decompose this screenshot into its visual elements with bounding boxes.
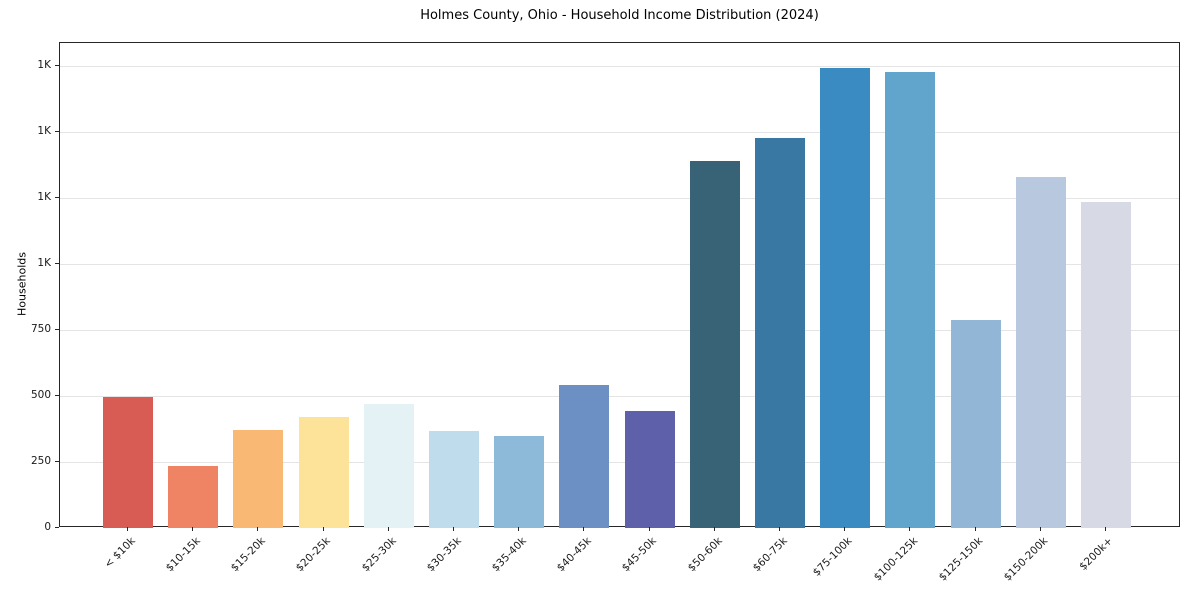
x-tick-label: $200k+: [1077, 535, 1116, 573]
gridline: [60, 395, 1179, 397]
y-tick-label: 500: [30, 388, 51, 401]
bar-$25-30k: [363, 403, 414, 528]
y-tick-mark: [55, 328, 59, 330]
x-tick-label: $40-45k: [554, 535, 594, 575]
y-tick-label: 1K: [37, 124, 51, 137]
bar-$100-125k: [885, 72, 936, 528]
x-tick-mark: [257, 527, 259, 531]
gridline: [60, 131, 1179, 133]
bar-< $10k: [103, 396, 153, 528]
gridline: [60, 263, 1179, 265]
y-tick-mark: [55, 460, 59, 462]
x-tick-mark: [1105, 527, 1106, 531]
x-tick-label: < $10k: [101, 535, 138, 571]
x-tick-mark: [322, 527, 324, 531]
gridline: [60, 197, 1179, 199]
bar-$75-100k: [820, 68, 871, 528]
x-tick-mark: [192, 527, 194, 531]
bar-$30-35k: [429, 430, 479, 528]
x-tick-label: $100-125k: [871, 535, 920, 584]
x-tick-mark: [518, 527, 520, 531]
x-tick-label: $150-200k: [1001, 535, 1051, 584]
x-tick-label: $75-100k: [810, 535, 855, 579]
x-tick-label: $15-20k: [228, 535, 268, 575]
y-tick-mark: [55, 527, 59, 528]
plot-area: [59, 42, 1180, 528]
y-tick-label: 1K: [37, 256, 51, 269]
bar-$20-25k: [298, 417, 349, 528]
chart-title: Holmes County, Ohio - Household Income D…: [420, 8, 819, 23]
x-tick-mark: [583, 527, 585, 531]
x-tick-label: $10-15k: [163, 535, 203, 575]
bar-$200k+: [1081, 202, 1131, 528]
bar-$45-50k: [624, 410, 675, 528]
bar-$40-45k: [559, 384, 610, 528]
bar-$50-60k: [689, 160, 740, 528]
x-tick-label: $35-40k: [489, 535, 529, 575]
y-tick-label: 750: [30, 322, 51, 335]
x-tick-label: $60-75k: [750, 535, 790, 575]
y-tick-label: 0: [44, 521, 51, 533]
gridline: [60, 329, 1179, 331]
bar-$35-40k: [494, 435, 545, 528]
y-tick-label: 1K: [37, 58, 51, 71]
bar-$60-75k: [755, 137, 805, 528]
x-tick-mark: [648, 527, 650, 531]
bar-$10-15k: [168, 466, 219, 528]
x-tick-mark: [387, 527, 389, 531]
bar-$150-200k: [1015, 177, 1066, 528]
y-tick-mark: [55, 64, 59, 66]
y-tick-label: 1K: [37, 190, 51, 203]
x-tick-label: $20-25k: [294, 535, 334, 575]
x-tick-label: $30-35k: [424, 535, 464, 575]
x-tick-mark: [713, 527, 715, 531]
x-tick-label: $50-60k: [685, 535, 725, 575]
x-tick-mark: [1039, 527, 1041, 531]
y-tick-mark: [55, 130, 59, 132]
x-tick-mark: [453, 527, 454, 531]
gridline: [60, 65, 1179, 67]
x-tick-mark: [127, 527, 128, 531]
x-tick-label: $45-50k: [620, 535, 660, 575]
x-tick-mark: [844, 527, 846, 531]
y-tick-label: 250: [30, 454, 51, 467]
x-tick-mark: [974, 527, 976, 531]
x-tick-mark: [909, 527, 911, 531]
y-tick-mark: [55, 262, 59, 264]
x-tick-label: $125-150k: [936, 535, 986, 584]
y-tick-mark: [55, 394, 59, 396]
y-tick-mark: [55, 196, 59, 198]
bar-$15-20k: [233, 429, 284, 528]
gridline: [60, 461, 1179, 463]
x-tick-mark: [779, 527, 780, 531]
bar-$125-150k: [950, 319, 1001, 528]
x-tick-label: $25-30k: [359, 535, 399, 575]
